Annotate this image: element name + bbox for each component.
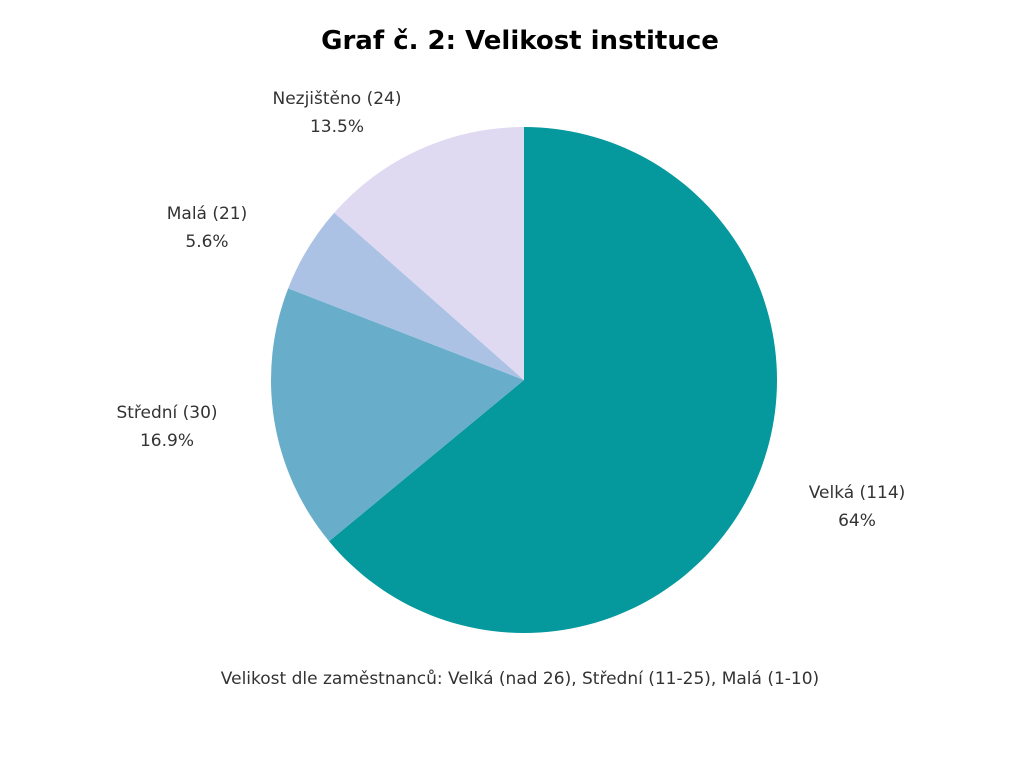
pie-labels: Velká (114) 64% Střední (30) 16.9% Malá (21)… xyxy=(116,89,905,531)
pie-slice-nezjištěno xyxy=(334,126,524,380)
slice-label: Střední (30) xyxy=(116,403,217,423)
slice-label-group: Nezjištěno (24) 13.5% xyxy=(272,89,401,137)
chart-footnote: Velikost dle zaměstnanců: Velká (nad 26)… xyxy=(220,669,820,689)
slice-label-group: Střední (30) 16.9% xyxy=(116,403,217,451)
slice-percent-label: 16.9% xyxy=(140,431,194,451)
slice-label-group: Velká (114) 64% xyxy=(809,483,906,531)
slice-label: Malá (21) xyxy=(167,204,248,224)
pie-slice-střední xyxy=(270,288,524,542)
slice-percent-label: 13.5% xyxy=(310,117,364,137)
slice-percent-label: 5.6% xyxy=(185,232,228,252)
pie-slices xyxy=(270,126,778,634)
slice-percent-label: 64% xyxy=(838,511,876,531)
pie-slice-velká xyxy=(329,127,778,634)
slice-label-group: Malá (21) 5.6% xyxy=(167,204,248,252)
chart-title: Graf č. 2: Velikost instituce xyxy=(321,26,719,56)
slice-label: Nezjištěno (24) xyxy=(272,89,401,109)
pie-slice-malá xyxy=(288,212,524,380)
slice-label: Velká (114) xyxy=(809,483,906,503)
